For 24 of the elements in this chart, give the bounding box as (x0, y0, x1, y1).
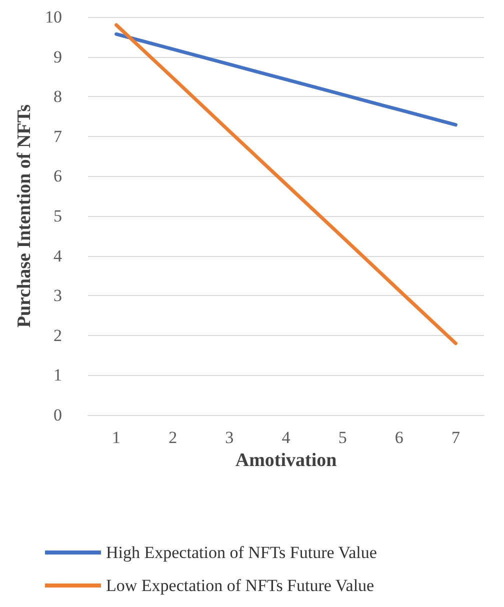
y-tick-label: 8 (54, 87, 62, 106)
y-tick-label: 1 (54, 366, 62, 385)
x-tick-label: 2 (168, 428, 178, 447)
y-tick-label: 10 (45, 8, 62, 26)
y-axis-title: Purchase Intention of NFTs (14, 104, 36, 328)
y-tick-label: 4 (54, 246, 62, 266)
line-series (114, 23, 458, 346)
x-tick-label: 3 (225, 428, 234, 447)
y-tick-label: 9 (54, 47, 62, 66)
x-tick-label: 7 (451, 428, 460, 447)
y-tick-label: 2 (54, 326, 62, 345)
legend-label: Low Expectation of NFTs Future Value (106, 576, 374, 595)
x-tick-label: 1 (112, 428, 121, 447)
x-axis-title: Amotivation (235, 450, 338, 471)
y-tick-label: 0 (54, 406, 62, 424)
y-tick-label: 7 (54, 126, 62, 146)
y-tick-label: 3 (54, 286, 62, 306)
y-tick-label: 6 (54, 166, 62, 186)
x-tick-label: 5 (338, 428, 347, 447)
x-tick-label: 6 (394, 428, 404, 447)
legend-label: High Expectation of NFTs Future Value (106, 543, 377, 562)
y-tick-label: 5 (54, 206, 62, 226)
line-series (114, 32, 458, 127)
x-tick-label: 4 (282, 428, 291, 447)
